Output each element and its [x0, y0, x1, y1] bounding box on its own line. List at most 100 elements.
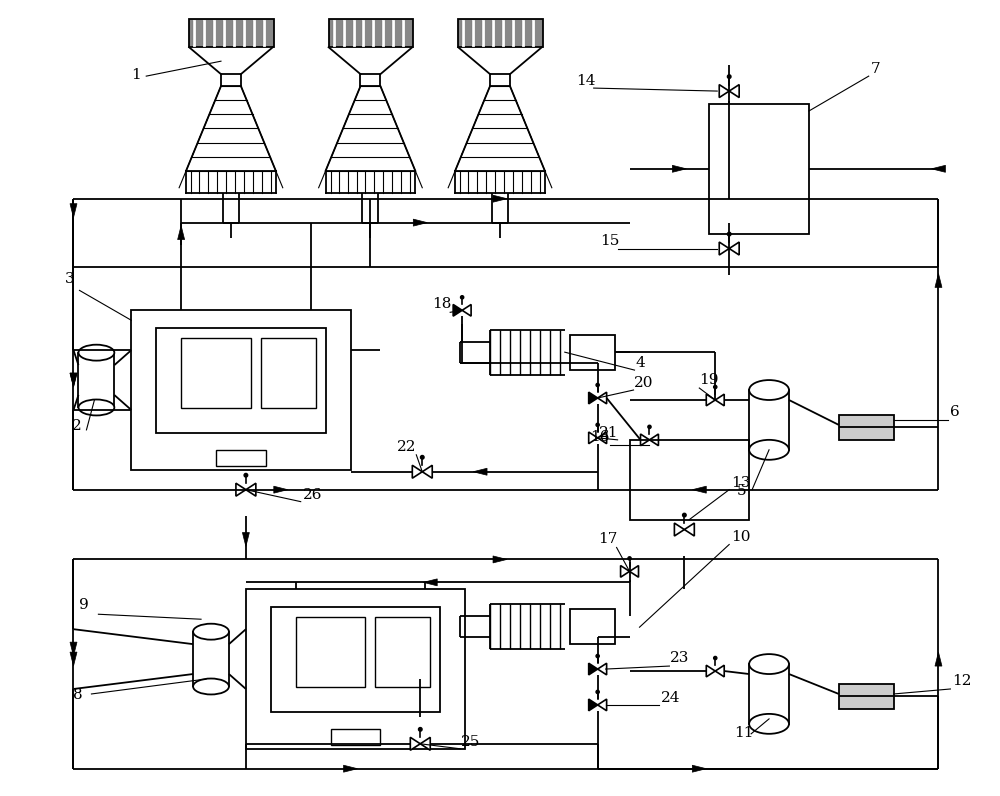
Text: 21: 21 [599, 426, 618, 440]
Bar [181, 338, 251, 408]
Polygon shape [453, 305, 462, 316]
Circle shape [596, 690, 599, 693]
Bar [246, 589, 465, 749]
Bar [261, 338, 316, 408]
Text: 20: 20 [634, 376, 653, 390]
Text: 13: 13 [731, 476, 751, 490]
Bar [360, 74, 380, 86]
Text: 11: 11 [734, 726, 754, 739]
Polygon shape [493, 556, 507, 563]
Text: 4: 4 [636, 356, 645, 370]
Bar [630, 440, 749, 520]
Polygon shape [672, 166, 686, 172]
Ellipse shape [749, 440, 789, 460]
Ellipse shape [749, 380, 789, 400]
Polygon shape [178, 225, 185, 240]
Polygon shape [706, 394, 715, 406]
Polygon shape [70, 373, 77, 387]
Polygon shape [935, 652, 942, 666]
Text: 22: 22 [397, 440, 417, 454]
Polygon shape [621, 566, 630, 577]
Polygon shape [649, 434, 658, 446]
Text: 25: 25 [461, 735, 481, 749]
Circle shape [727, 75, 731, 79]
Polygon shape [473, 468, 487, 475]
Polygon shape [589, 699, 598, 711]
Ellipse shape [78, 400, 114, 416]
Polygon shape [598, 392, 607, 404]
Polygon shape [715, 394, 724, 406]
Polygon shape [236, 483, 246, 496]
Bar [131, 310, 351, 470]
Polygon shape [589, 663, 598, 675]
Polygon shape [692, 486, 706, 494]
Text: 8: 8 [73, 688, 83, 702]
Text: 17: 17 [598, 533, 617, 547]
Text: 6: 6 [950, 405, 960, 419]
Polygon shape [729, 242, 739, 255]
Polygon shape [344, 765, 357, 772]
Polygon shape [719, 84, 729, 98]
Text: 3: 3 [65, 272, 74, 287]
Ellipse shape [78, 345, 114, 361]
Ellipse shape [193, 678, 229, 694]
Bar [749, 390, 789, 450]
Polygon shape [630, 566, 639, 577]
Polygon shape [70, 652, 77, 666]
Ellipse shape [749, 654, 789, 674]
Polygon shape [598, 663, 607, 675]
Circle shape [418, 728, 422, 732]
Text: 18: 18 [432, 298, 452, 311]
Text: 9: 9 [79, 599, 89, 612]
Circle shape [244, 474, 248, 477]
Circle shape [714, 657, 717, 660]
Circle shape [727, 232, 731, 236]
Polygon shape [641, 434, 649, 446]
Circle shape [596, 654, 599, 657]
Text: 5: 5 [737, 484, 747, 498]
Polygon shape [598, 699, 607, 711]
Text: 1: 1 [131, 68, 141, 82]
Polygon shape [274, 486, 288, 494]
Text: 26: 26 [303, 488, 322, 501]
Polygon shape [410, 737, 420, 751]
Circle shape [420, 455, 424, 459]
Polygon shape [70, 373, 77, 387]
Polygon shape [729, 84, 739, 98]
Bar [570, 335, 615, 370]
Bar [193, 632, 229, 686]
Bar [329, 19, 413, 47]
Polygon shape [715, 665, 724, 677]
Circle shape [714, 385, 717, 388]
Polygon shape [462, 305, 471, 316]
Polygon shape [684, 523, 694, 536]
Ellipse shape [193, 624, 229, 640]
Circle shape [683, 513, 686, 517]
Polygon shape [423, 579, 437, 586]
Polygon shape [493, 195, 507, 202]
Polygon shape [70, 642, 77, 656]
Polygon shape [413, 219, 427, 226]
Polygon shape [598, 432, 607, 443]
Circle shape [596, 423, 599, 427]
Bar [375, 617, 430, 687]
Text: 7: 7 [871, 62, 880, 76]
Polygon shape [719, 242, 729, 255]
Bar [570, 609, 615, 644]
Bar [458, 19, 543, 47]
Circle shape [628, 556, 631, 560]
Polygon shape [589, 432, 598, 443]
Polygon shape [242, 533, 249, 547]
Polygon shape [931, 166, 945, 172]
Bar [271, 607, 440, 712]
Text: 12: 12 [952, 674, 972, 688]
Text: 24: 24 [660, 691, 680, 705]
Bar [331, 729, 380, 745]
Polygon shape [692, 765, 706, 772]
Bar [221, 74, 241, 86]
Text: 10: 10 [731, 530, 751, 544]
Text: 2: 2 [72, 419, 81, 433]
Polygon shape [674, 523, 684, 536]
Bar [296, 617, 365, 687]
Polygon shape [935, 274, 942, 287]
